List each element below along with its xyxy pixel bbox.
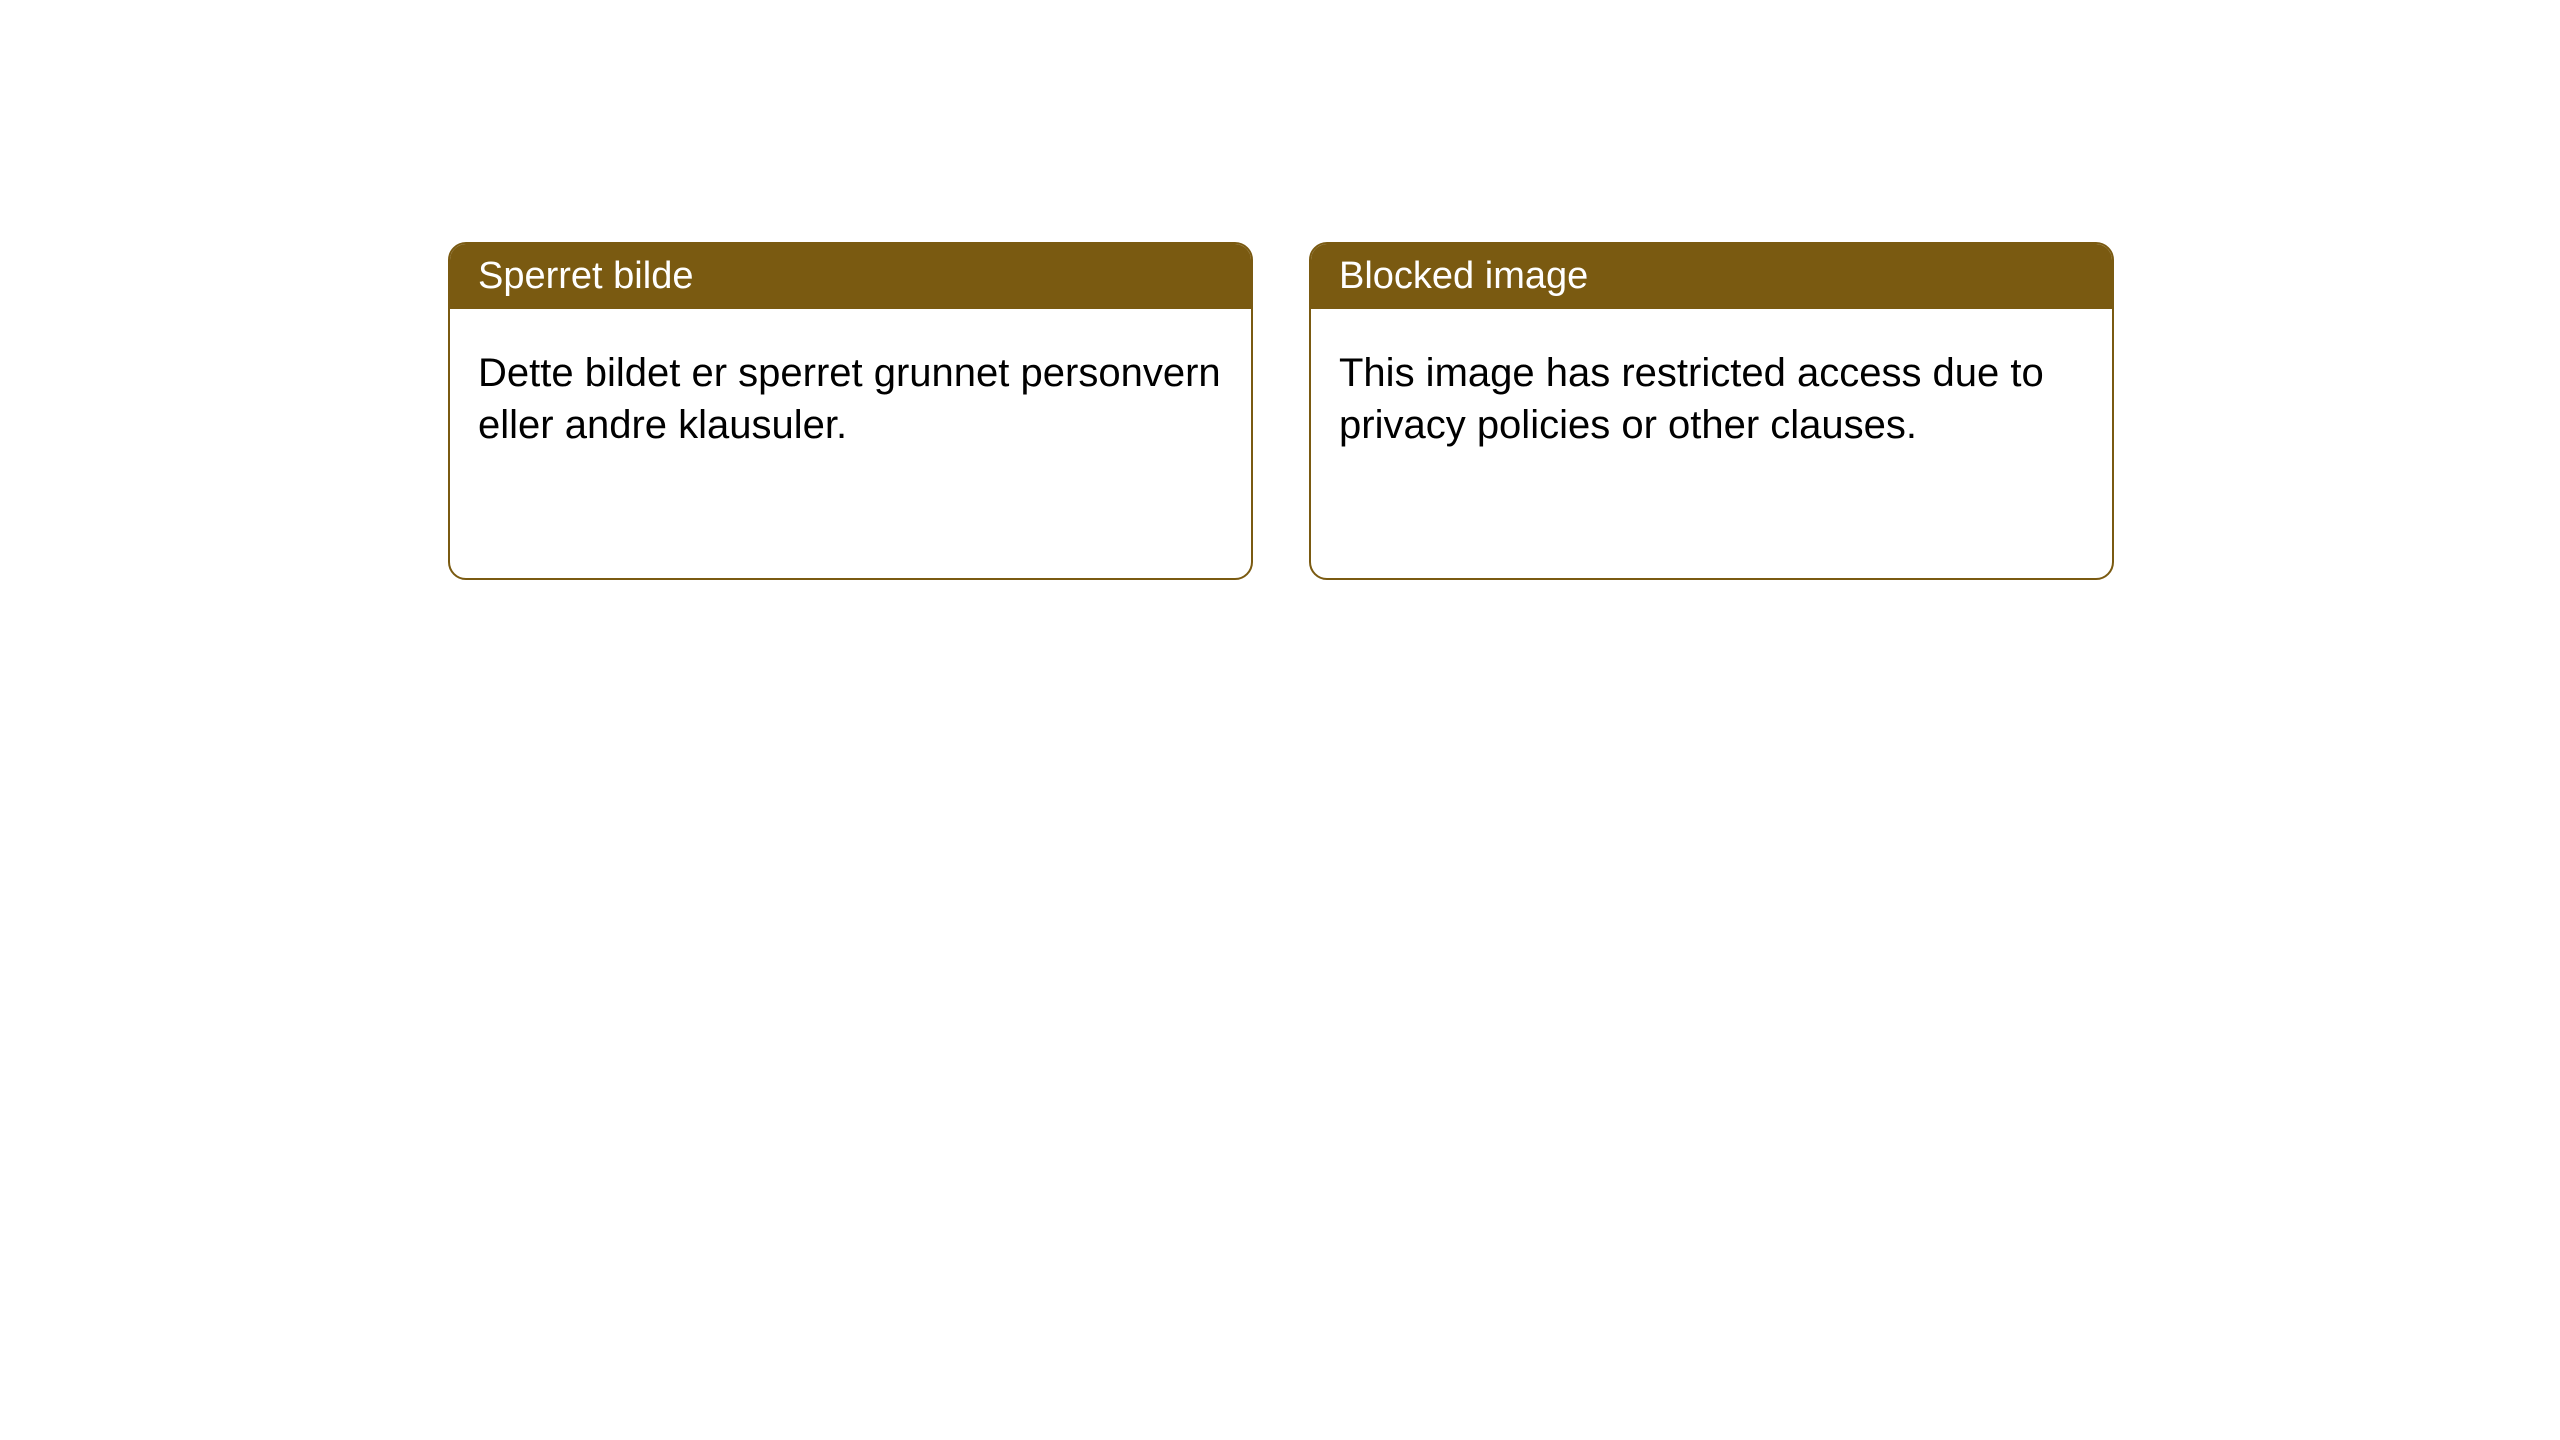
notice-card-english: Blocked image This image has restricted …: [1309, 242, 2114, 580]
notice-body-text: This image has restricted access due to …: [1339, 351, 2044, 447]
notice-body: This image has restricted access due to …: [1311, 309, 2112, 489]
notice-card-norwegian: Sperret bilde Dette bildet er sperret gr…: [448, 242, 1253, 580]
notice-header: Sperret bilde: [450, 244, 1251, 309]
notice-container: Sperret bilde Dette bildet er sperret gr…: [0, 0, 2560, 580]
notice-title-text: Sperret bilde: [478, 255, 693, 297]
notice-body: Dette bildet er sperret grunnet personve…: [450, 309, 1251, 489]
notice-title-text: Blocked image: [1339, 255, 1588, 297]
notice-header: Blocked image: [1311, 244, 2112, 309]
notice-body-text: Dette bildet er sperret grunnet personve…: [478, 351, 1221, 447]
